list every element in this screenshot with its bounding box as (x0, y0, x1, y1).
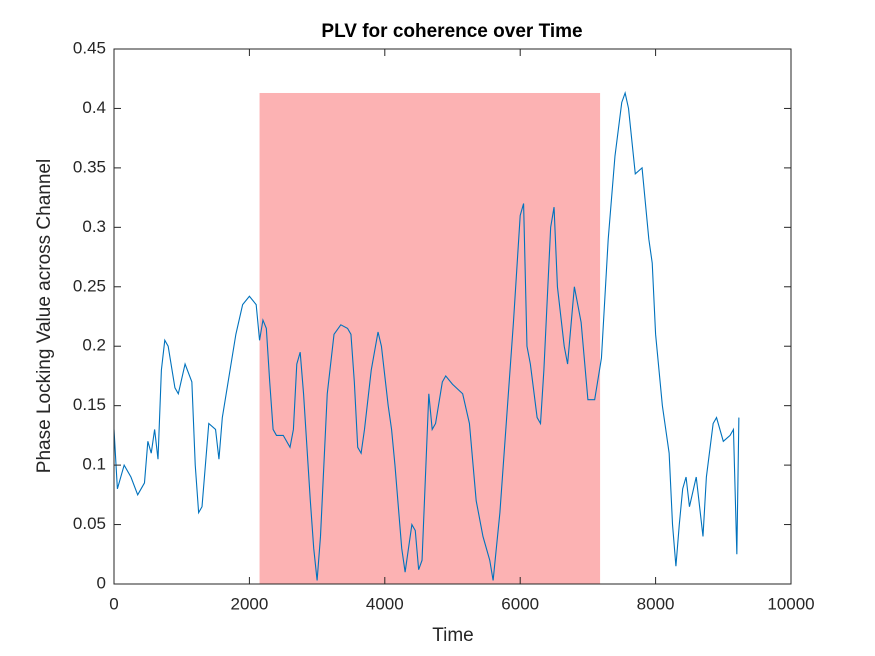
x-tick-label: 0 (109, 594, 118, 613)
y-tick-label: 0.05 (73, 514, 106, 533)
x-axis-label: Time (432, 625, 474, 646)
x-tick-label: 10000 (767, 594, 814, 613)
axes-box (113, 48, 792, 585)
y-tick-label: 0.3 (82, 217, 106, 236)
data-line (113, 90, 740, 581)
y-tick-label: 0.4 (82, 98, 106, 117)
highlight-region (259, 92, 601, 584)
x-tick-label: 4000 (366, 594, 404, 613)
y-axis-label: Phase Locking Value across Channel (34, 159, 55, 473)
y-tick-label: 0.25 (73, 276, 106, 295)
y-tick-label: 0.35 (73, 157, 106, 176)
x-tick-label: 2000 (230, 594, 268, 613)
y-tick-label: 0.45 (73, 38, 106, 57)
y-tick-label: 0 (97, 573, 106, 592)
y-tick-label: 0.2 (82, 336, 106, 355)
y-tick-label: 0.1 (82, 455, 106, 474)
y-tick-label: 0.15 (73, 395, 106, 414)
x-tick-label: 8000 (637, 594, 675, 613)
x-tick-label: 6000 (501, 594, 539, 613)
chart-title: PLV for coherence over Time (321, 21, 582, 42)
